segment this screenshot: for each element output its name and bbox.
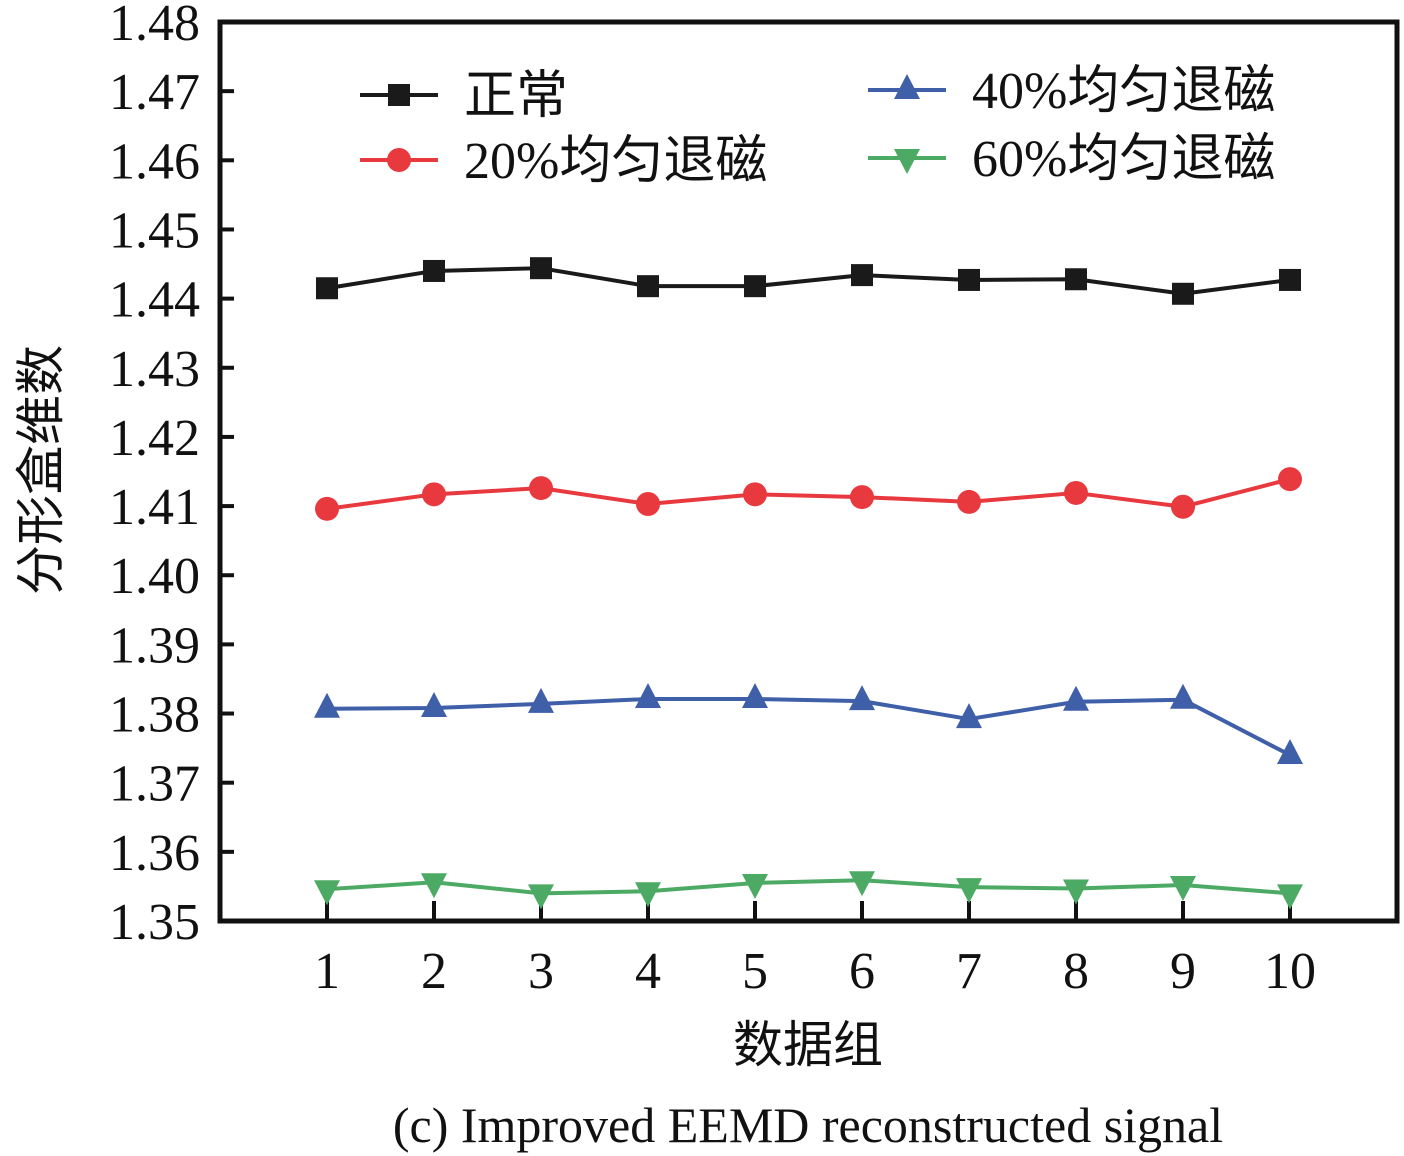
x-tick-label: 7 [956, 943, 982, 1000]
x-tick-label: 2 [421, 943, 447, 1000]
legend-marker [387, 148, 411, 172]
y-tick-label: 1.35 [109, 894, 200, 951]
data-point [1277, 739, 1303, 765]
data-point [850, 485, 874, 510]
series-2 [315, 467, 1302, 521]
y-tick-label: 1.38 [109, 687, 200, 744]
series-line [326, 697, 1291, 757]
data-point [314, 880, 340, 906]
data-point [1064, 480, 1088, 505]
data-point [743, 482, 767, 507]
data-point [635, 683, 661, 709]
data-point [1170, 876, 1196, 902]
legend-marker [388, 84, 410, 106]
series-layer [314, 257, 1303, 910]
y-tick-label: 1.45 [109, 202, 200, 259]
data-point [958, 268, 980, 291]
x-tick-label: 5 [742, 943, 768, 1000]
data-point [1279, 268, 1301, 291]
data-point [851, 264, 873, 287]
y-tick-label: 1.47 [109, 64, 200, 121]
data-point [422, 482, 446, 507]
data-point [423, 259, 445, 282]
data-point [315, 496, 339, 521]
x-tick-label: 4 [635, 943, 661, 1000]
series-1 [316, 257, 1301, 305]
y-tick-label: 1.44 [109, 272, 200, 329]
data-point [1278, 467, 1302, 492]
series-3 [314, 683, 1303, 765]
data-point [637, 275, 659, 298]
series-line [326, 477, 1291, 511]
y-axis-title: 分形盒维数 [13, 345, 69, 595]
y-tick-label: 1.37 [109, 756, 200, 813]
legend-marker [894, 149, 920, 174]
data-point [421, 692, 447, 718]
data-point [528, 687, 554, 713]
legend-item: 60%均匀退磁 [868, 131, 1275, 188]
y-tick-label: 1.46 [109, 133, 200, 190]
data-point [1170, 683, 1196, 709]
x-axis: 1 2 3 4 5 6 7 8 9 10 [314, 901, 1316, 1000]
x-axis-title: 数据组 [733, 1017, 883, 1073]
legend: 正常 20%均匀退磁 40%均匀退磁 60%均匀退磁 [360, 63, 1275, 190]
data-point [1063, 879, 1089, 905]
data-point [742, 683, 768, 709]
data-point [849, 685, 875, 711]
x-tick-label: 3 [528, 943, 554, 1000]
legend-item: 正常 [360, 68, 568, 125]
data-point [1171, 494, 1195, 519]
plot-frame [217, 19, 1400, 924]
data-point [1277, 884, 1303, 910]
x-tick-label: 10 [1264, 943, 1316, 1000]
x-tick-label: 1 [314, 943, 340, 1000]
y-tick-label: 1.39 [109, 617, 200, 674]
legend-label: 20%均匀退磁 [464, 133, 767, 190]
data-point [1172, 282, 1194, 305]
data-point [1065, 268, 1087, 291]
series-line [326, 878, 1291, 896]
series-4 [314, 871, 1303, 910]
data-point [742, 873, 768, 899]
y-tick-label: 1.43 [109, 341, 200, 398]
legend-label: 正常 [464, 68, 568, 125]
data-point [744, 275, 766, 298]
data-point [1063, 685, 1089, 711]
y-tick-label: 1.42 [109, 410, 200, 467]
data-point [421, 873, 447, 899]
legend-label: 40%均匀退磁 [972, 63, 1275, 120]
legend-item: 40%均匀退磁 [868, 63, 1275, 120]
data-point [529, 476, 553, 501]
data-point [530, 257, 552, 280]
y-axis: 1.35 1.36 1.37 1.38 1.39 1.40 1.41 1.42 1.43 1.44… [109, 0, 234, 951]
data-point [636, 492, 660, 517]
data-point [849, 871, 875, 897]
legend-marker [894, 74, 920, 99]
data-point [314, 692, 340, 718]
data-point [956, 703, 982, 729]
y-tick-label: 1.36 [109, 825, 200, 882]
data-point [316, 277, 338, 300]
data-point [956, 878, 982, 904]
figure-caption: (c) Improved EEMD reconstructed signal [393, 1097, 1223, 1153]
x-tick-label: 8 [1063, 943, 1089, 1000]
x-tick-label: 9 [1170, 943, 1196, 1000]
y-tick-label: 1.41 [109, 479, 200, 536]
y-tick-label: 1.40 [109, 548, 200, 605]
x-tick-label: 6 [849, 943, 875, 1000]
legend-item: 20%均匀退磁 [360, 133, 767, 190]
data-point [528, 884, 554, 910]
data-point [957, 489, 981, 514]
series-line [326, 266, 1291, 296]
legend-label: 60%均匀退磁 [972, 131, 1275, 188]
data-point [635, 882, 661, 908]
y-tick-label: 1.48 [109, 0, 200, 52]
